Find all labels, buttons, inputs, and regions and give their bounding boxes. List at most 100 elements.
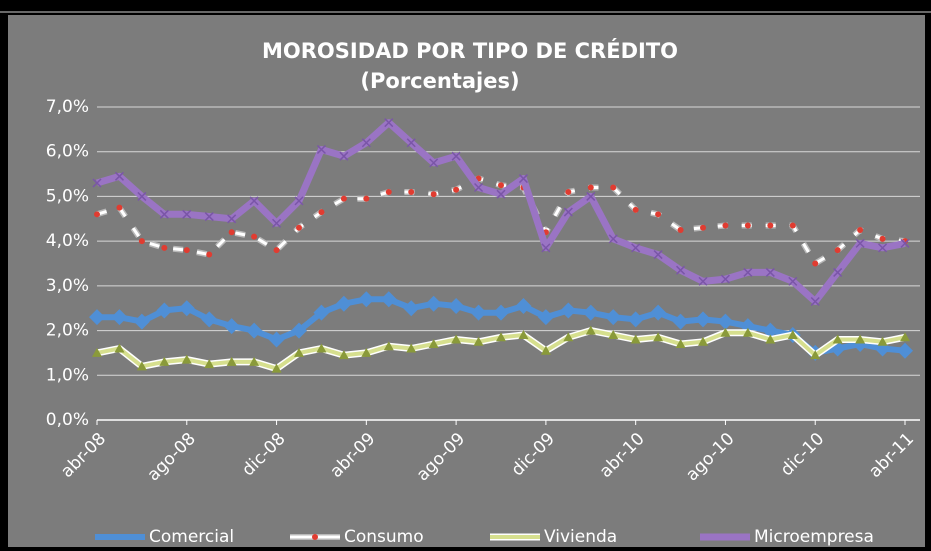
marker — [316, 343, 327, 353]
marker — [767, 222, 774, 229]
marker — [296, 224, 302, 231]
marker — [223, 318, 240, 335]
marker — [340, 195, 347, 202]
marker — [271, 363, 282, 373]
marker — [698, 276, 708, 286]
marker — [159, 356, 170, 366]
marker — [114, 343, 125, 353]
marker — [653, 332, 664, 342]
marker — [496, 332, 506, 342]
marker — [453, 186, 460, 193]
marker — [227, 214, 237, 224]
legend-label: Comercial — [149, 527, 234, 547]
marker — [335, 295, 352, 312]
marker — [156, 302, 173, 319]
marker — [900, 238, 910, 248]
marker — [879, 235, 886, 242]
marker — [675, 338, 686, 348]
marker — [833, 267, 843, 277]
marker — [474, 182, 484, 193]
legend-marker — [312, 534, 318, 540]
marker — [251, 233, 258, 240]
marker — [498, 182, 504, 189]
marker — [385, 188, 392, 195]
marker — [632, 206, 639, 213]
marker — [515, 297, 532, 314]
marker — [92, 178, 102, 188]
marker — [136, 361, 147, 371]
marker — [834, 247, 841, 254]
marker — [246, 322, 263, 339]
marker — [178, 300, 195, 317]
marker — [430, 191, 437, 198]
marker — [563, 207, 573, 217]
marker — [605, 309, 622, 326]
chart-area — [8, 15, 925, 547]
marker — [855, 238, 865, 248]
marker — [182, 209, 192, 219]
marker — [383, 341, 394, 351]
marker — [627, 311, 644, 328]
marker — [361, 347, 372, 357]
marker — [403, 300, 420, 317]
y-tick-label: 4,0% — [46, 231, 89, 251]
marker — [720, 327, 731, 337]
marker — [226, 356, 237, 366]
marker — [428, 338, 439, 348]
marker — [540, 345, 551, 355]
marker — [161, 244, 168, 251]
marker — [762, 322, 779, 339]
marker — [565, 188, 572, 195]
marker — [228, 229, 235, 236]
marker — [650, 304, 667, 321]
marker — [313, 304, 330, 321]
marker — [877, 336, 888, 346]
marker — [563, 332, 574, 342]
marker — [201, 311, 218, 328]
marker — [291, 322, 307, 339]
marker — [788, 276, 798, 286]
marker — [138, 238, 145, 245]
marker — [361, 138, 371, 148]
y-tick-label: 7,0% — [46, 97, 89, 117]
marker — [448, 297, 465, 314]
marker — [133, 313, 150, 330]
marker — [700, 224, 706, 231]
marker — [206, 251, 213, 258]
marker — [183, 247, 190, 254]
marker — [406, 343, 417, 353]
marker — [832, 334, 843, 344]
marker — [249, 196, 259, 206]
marker — [294, 196, 304, 206]
marker — [742, 327, 753, 337]
marker — [587, 184, 594, 191]
marker — [743, 267, 753, 277]
y-tick-label: 3,0% — [46, 276, 89, 296]
marker — [249, 356, 260, 366]
marker — [111, 309, 128, 326]
y-tick-label: 5,0% — [46, 186, 89, 206]
marker — [537, 309, 554, 326]
marker — [810, 350, 821, 360]
marker — [878, 243, 888, 253]
marker — [273, 247, 280, 254]
marker — [425, 295, 442, 312]
marker — [585, 325, 596, 335]
marker — [470, 304, 487, 321]
marker — [363, 195, 370, 202]
marker — [272, 218, 282, 228]
marker — [897, 342, 913, 359]
marker — [765, 334, 776, 344]
marker — [608, 330, 619, 340]
y-tick-label: 0,0% — [46, 410, 89, 430]
marker — [857, 226, 864, 233]
marker — [493, 304, 509, 321]
marker — [789, 222, 796, 229]
marker — [137, 191, 147, 201]
marker — [338, 350, 349, 360]
marker — [114, 171, 124, 181]
marker — [159, 209, 169, 219]
marker — [608, 234, 618, 244]
marker — [380, 291, 397, 308]
